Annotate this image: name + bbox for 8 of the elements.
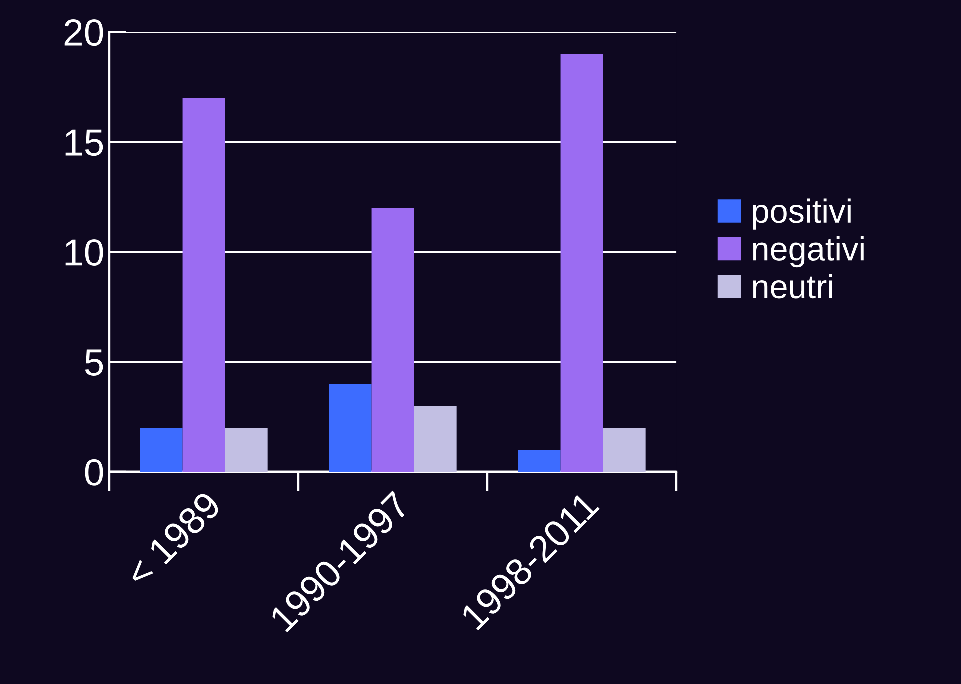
y-tick-label: 15 [66,130,104,156]
y-tick-label: 10 [66,239,104,266]
legend-label: positivi [753,198,851,230]
legend-label: neutri [753,274,832,299]
y-tick-label: 20 [64,20,104,46]
y-tick-label: 0 [85,459,104,486]
y-tick-label: 5 [85,350,104,376]
legend-label: negativi [753,236,864,268]
